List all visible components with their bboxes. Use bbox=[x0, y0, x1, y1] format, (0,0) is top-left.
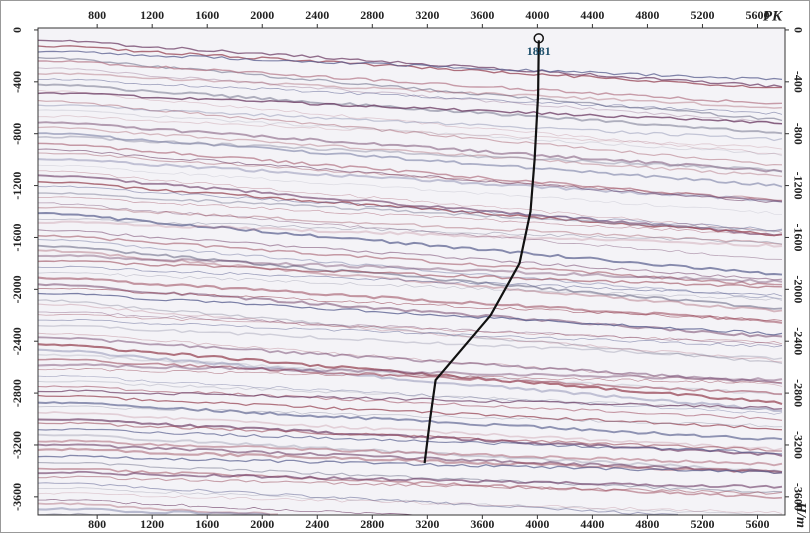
y-tick-label: -2000 bbox=[791, 275, 805, 303]
y-tick-label: -400 bbox=[10, 71, 24, 93]
y-tick-label: -3200 bbox=[791, 431, 805, 459]
y-tick-label: -3200 bbox=[10, 431, 24, 459]
seismic-background bbox=[38, 28, 785, 515]
y-tick-label: -2400 bbox=[10, 327, 24, 355]
x-tick-label: 3600 bbox=[470, 8, 494, 22]
x-tick-label: 1200 bbox=[140, 517, 164, 531]
y-tick-label: -1200 bbox=[791, 172, 805, 200]
y-tick-label: 0 bbox=[10, 27, 24, 33]
x-tick-label: 4800 bbox=[635, 517, 659, 531]
x-tick-label: 1600 bbox=[195, 517, 219, 531]
x-tick-label: 1600 bbox=[195, 8, 219, 22]
x-tick-label: 2800 bbox=[360, 517, 384, 531]
y-tick-label: -2800 bbox=[791, 379, 805, 407]
x-tick-label: 5600 bbox=[745, 517, 769, 531]
x-tick-label: 4000 bbox=[525, 517, 549, 531]
x-tick-label: 800 bbox=[88, 8, 106, 22]
y-tick-label: -3600 bbox=[791, 483, 805, 511]
x-tick-label: 2000 bbox=[250, 517, 274, 531]
x-tick-label: 5600 bbox=[745, 8, 769, 22]
y-tick-label: -2800 bbox=[10, 379, 24, 407]
x-tick-label: 5200 bbox=[690, 517, 714, 531]
y-tick-label: -400 bbox=[791, 71, 805, 93]
y-tick-label: -2000 bbox=[10, 275, 24, 303]
x-tick-label: 2800 bbox=[360, 8, 384, 22]
x-tick-label: 2000 bbox=[250, 8, 274, 22]
y-tick-label: 0 bbox=[791, 27, 805, 33]
y-tick-label: -1600 bbox=[10, 223, 24, 251]
x-tick-label: 3200 bbox=[415, 8, 439, 22]
well-label: 1881 bbox=[527, 44, 551, 58]
x-tick-label: 1200 bbox=[140, 8, 164, 22]
x-tick-label: 2400 bbox=[305, 517, 329, 531]
x-tick-label: 3600 bbox=[470, 517, 494, 531]
y-tick-label: -2400 bbox=[791, 327, 805, 355]
chart: PK H/m 800800120012001600160020002000240… bbox=[0, 0, 810, 533]
y-tick-label: -1200 bbox=[10, 172, 24, 200]
x-tick-label: 4400 bbox=[580, 517, 604, 531]
x-tick-label: 3200 bbox=[415, 517, 439, 531]
x-tick-label: 5200 bbox=[690, 8, 714, 22]
x-tick-label: 4400 bbox=[580, 8, 604, 22]
y-tick-label: -800 bbox=[791, 123, 805, 145]
x-tick-label: 4800 bbox=[635, 8, 659, 22]
y-tick-label: -1600 bbox=[791, 223, 805, 251]
x-tick-label: 2400 bbox=[305, 8, 329, 22]
y-tick-label: -800 bbox=[10, 123, 24, 145]
x-tick-label: 800 bbox=[88, 517, 106, 531]
x-tick-label: 4000 bbox=[525, 8, 549, 22]
y-tick-label: -3600 bbox=[10, 483, 24, 511]
